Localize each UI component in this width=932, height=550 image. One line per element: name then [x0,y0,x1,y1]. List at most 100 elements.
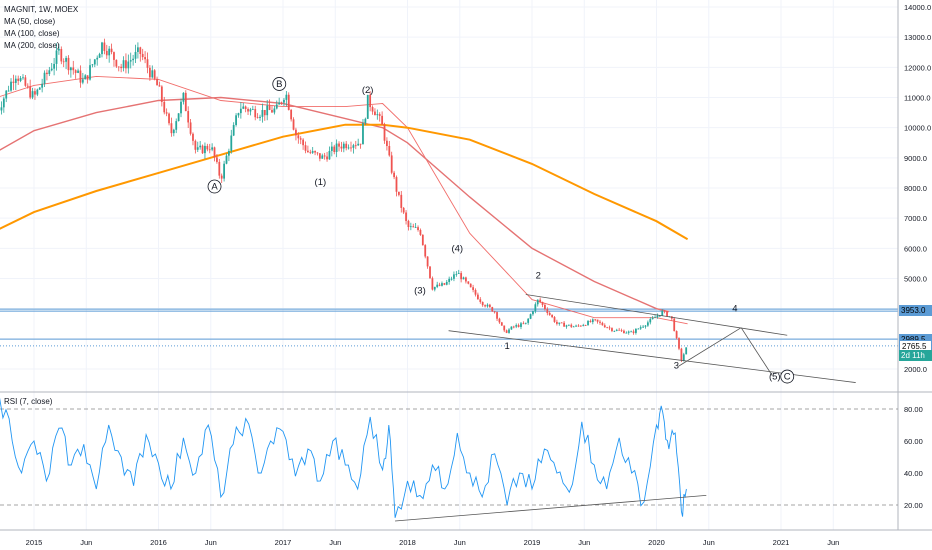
rsi-line [0,397,687,518]
candle-body [390,155,393,173]
candle-body [388,146,391,156]
price-candles [0,38,688,362]
price-tick-label: 2000.0 [904,365,927,374]
candle-body [254,109,257,118]
time-axis[interactable]: 2015 Jun 2016 Jun 2017 Jun 2018 Jun 2019 Jun 2020 J… [26,538,840,547]
time-tick-label: 2015 [26,538,43,547]
candle-body [637,328,640,330]
candle-body [565,325,568,327]
candle-body [67,57,70,71]
candle-body [153,70,156,79]
rsi-trend-line [395,495,707,522]
candle-body [84,75,87,80]
candle-body [381,115,384,125]
candle-body [43,72,46,84]
candle-body [256,117,259,119]
candle-body [553,317,556,322]
candle-body [220,175,223,179]
candle-body [596,319,599,322]
candle-body [682,354,685,361]
candle-body [362,123,364,145]
price-axis[interactable]: 2000.03000.04000.05000.06000.07000.08000… [897,0,931,530]
candle-body [110,48,113,53]
candle-body [493,311,496,313]
trend-line [740,327,773,376]
price-tick-label: 8000.0 [904,184,927,193]
price-tag: 2d 11h [899,349,932,361]
ma100-legend[interactable]: MA (100, close) [4,29,60,38]
candle-body [192,133,194,141]
candle-body [661,310,664,316]
candle-body [486,304,489,307]
candle-body [558,322,561,324]
candle-body [378,114,381,116]
candle-body [93,59,96,65]
candle-body [577,325,580,327]
rsi-axis[interactable]: 20.00 40.00 60.00 80.00 [904,405,923,510]
candle-body [247,108,249,112]
candle-body [508,329,510,333]
candle-body [330,146,333,151]
pane-divider[interactable] [0,391,932,531]
candle-body [77,70,79,73]
candle-body [400,194,403,208]
candle-body [89,65,91,80]
candle-body [98,54,101,58]
candle-body [520,323,522,327]
candle-body [139,47,142,54]
candle-body [14,78,17,83]
candle-body [263,109,266,116]
candle-body [582,325,585,327]
candle-body [546,309,549,314]
ma200-legend[interactable]: MA (200, close) [4,41,60,50]
candle-body [472,287,475,290]
candle-body [620,330,623,332]
candle-body [96,57,99,60]
candle-body [314,151,316,153]
candle-body [421,234,424,246]
price-tick-label: 11000.0 [904,94,931,103]
candle-body [534,304,537,312]
candle-body [345,143,348,149]
price-tick-label: 5000.0 [904,275,927,284]
candle-body [594,319,597,321]
candle-body [72,67,75,71]
candle-body [223,163,226,179]
candle-body [60,48,63,62]
rsi-legend[interactable]: RSI (7, close) [4,397,53,406]
candle-body [591,319,594,323]
candle-body [125,60,127,69]
candle-body [663,310,666,312]
candle-body [467,281,470,284]
candle-body [55,50,58,64]
candle-body [579,325,582,327]
candle-body [352,145,355,148]
candle-body [91,64,94,66]
time-tick-label: Jun [827,538,839,547]
candle-body [36,89,39,95]
price-pane-grid [0,0,898,530]
candle-body [457,273,460,274]
time-tick-label: 2021 [773,538,790,547]
ma50-legend[interactable]: MA (50, close) [4,17,56,26]
candle-body [158,85,161,87]
symbol-title[interactable]: MAGNIT, 1W, MOEX [4,5,79,14]
time-tick-label: 2016 [150,538,167,547]
candle-body [611,328,613,332]
candle-body [5,90,8,99]
price-tick-label: 10000.0 [904,124,931,133]
candle-body [433,286,436,290]
candle-body [484,305,486,307]
rsi-trend-line [395,495,707,522]
candle-body [12,81,15,83]
candle-body [232,124,235,136]
candle-body [302,139,305,146]
candle-body [556,321,558,324]
candle-body [275,104,278,109]
candle-body [244,106,247,109]
wave-label: (5) [769,372,781,383]
candle-body [168,113,170,124]
candle-body [103,42,106,51]
candle-body [189,122,192,134]
